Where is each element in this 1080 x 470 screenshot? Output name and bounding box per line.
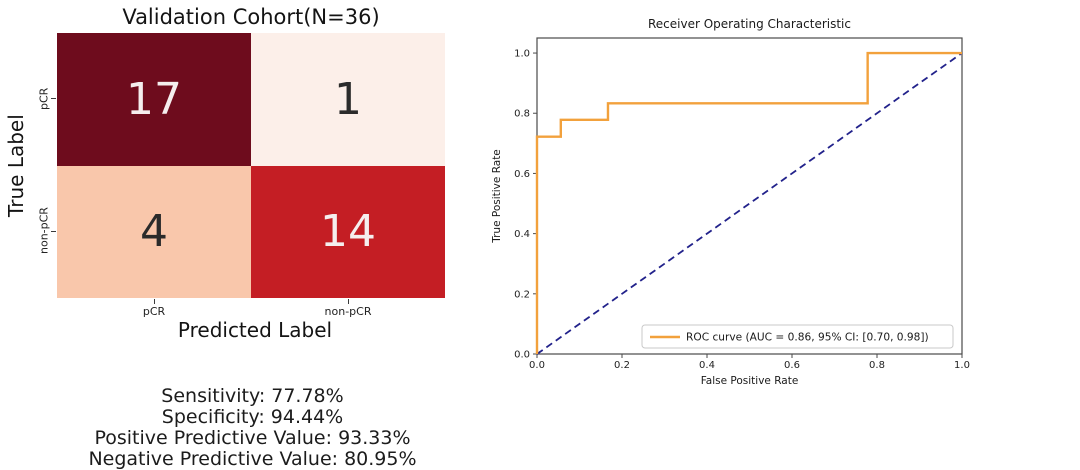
confusion-matrix-xlabel: Predicted Label (177, 318, 333, 342)
roc-curve-line (535, 51, 962, 354)
roc-title: Receiver Operating Characteristic (648, 17, 851, 31)
y-tick-label: 0.8 (514, 109, 530, 120)
x-tick-label: 1.0 (954, 360, 970, 371)
roc-chart: Receiver Operating Characteristic False P… (491, 17, 970, 387)
y-tick-label: 0.6 (514, 169, 530, 180)
roc-legend-label: ROC curve (AUC = 0.86, 95% CI: [0.70, 0.… (686, 332, 929, 344)
sensitivity-line: Sensitivity: 77.78% (161, 385, 344, 407)
x-tick-label: 0.8 (869, 360, 885, 371)
roc-legend-box (641, 324, 954, 349)
x-tick-label: 0.2 (614, 360, 630, 371)
confusion-matrix: 17 1 4 14 (57, 33, 445, 298)
roc-ylabel: True Positive Rate (491, 149, 503, 244)
tick-mark (51, 98, 56, 99)
cm-cell-fp: 4 (57, 165, 251, 298)
ytick-non-pcr: non-pCR (37, 207, 51, 255)
confusion-matrix-ylabel: True Label (4, 114, 28, 217)
tick-mark (154, 299, 155, 304)
y-tick-label: 0.4 (514, 229, 530, 240)
roc-xlabel: False Positive Rate (701, 375, 799, 387)
x-tick-label: 0.6 (784, 360, 800, 371)
roc-plot-border (536, 37, 963, 355)
cm-cell-tp: 17 (57, 33, 251, 166)
xtick-non-pcr: non-pCR (324, 305, 372, 318)
cm-cell-fn: 1 (251, 33, 445, 166)
ytick-pcr: pCR (37, 87, 51, 111)
npv-line: Negative Predictive Value: 80.95% (88, 448, 417, 470)
x-tick-label: 0.4 (699, 360, 715, 371)
xtick-pcr: pCR (142, 305, 166, 318)
specificity-line: Specificity: 94.44% (161, 406, 344, 428)
chance-diagonal-line (536, 52, 963, 355)
y-tick-label: 0.0 (514, 350, 530, 361)
confusion-matrix-title: Validation Cohort(N=36) (122, 5, 380, 29)
ppv-line: Positive Predictive Value: 93.33% (94, 427, 411, 449)
y-tick-label: 1.0 (514, 49, 530, 60)
cm-cell-tn: 14 (251, 165, 445, 298)
x-tick-label: 0.0 (529, 360, 545, 371)
tick-mark (348, 299, 349, 304)
metrics-text-block: Sensitivity: 77.78% Specificity: 94.44% … (0, 386, 505, 470)
roc-panel: Receiver Operating Characteristic False P… (488, 0, 988, 400)
y-tick-label: 0.2 (514, 289, 530, 300)
tick-mark (51, 231, 56, 232)
